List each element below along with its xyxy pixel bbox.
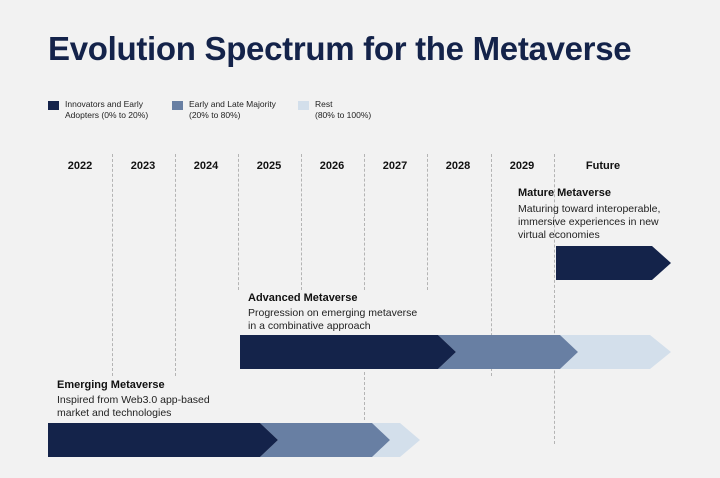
legend-item-majority: Early and Late Majority (20% to 80%): [172, 99, 276, 121]
page-title: Evolution Spectrum for the Metaverse: [48, 30, 632, 67]
phase-title-mature: Mature Metaverse: [518, 187, 611, 199]
advanced-arrow-innovators: [240, 335, 456, 369]
timeline-gridline: [301, 154, 302, 290]
emerging-arrow-rest: [372, 423, 420, 457]
timeline-gridline: [364, 372, 365, 420]
timeline-gridline: [491, 154, 492, 376]
phase-description-emerging: Inspired from Web3.0 app-based market an…: [57, 394, 210, 419]
legend-label-majority: Early and Late Majority (20% to 80%): [189, 99, 276, 120]
year-label-2023: 2023: [130, 160, 156, 172]
legend-item-rest: Rest (80% to 100%): [298, 99, 371, 121]
legend-swatch-innovators: [48, 101, 59, 110]
legend-label-rest: Rest (80% to 100%): [315, 99, 372, 120]
timeline-gridline: [427, 154, 428, 290]
advanced-arrow-majority: [438, 335, 578, 369]
year-label-future: Future: [585, 160, 621, 172]
timeline-gridline: [364, 154, 365, 290]
emerging-arrow-innovators: [48, 423, 278, 457]
advanced-arrow-rest: [560, 335, 671, 369]
year-label-2024: 2024: [193, 160, 219, 172]
legend-swatch-majority: [172, 101, 183, 110]
timeline-gridline: [238, 154, 239, 290]
timeline-gridline: [554, 154, 555, 444]
year-label-2025: 2025: [256, 160, 282, 172]
year-label-2026: 2026: [319, 160, 345, 172]
phase-description-advanced: Progression on emerging metaverse in a c…: [248, 307, 418, 332]
emerging-arrow-majority: [260, 423, 390, 457]
timeline-gridline: [175, 154, 176, 376]
year-label-2029: 2029: [509, 160, 535, 172]
legend-label-innovators: Innovators and Early Adopters (0% to 20%…: [65, 99, 149, 120]
year-label-2022: 2022: [67, 160, 93, 172]
phase-title-emerging: Emerging Metaverse: [57, 379, 165, 391]
year-label-2028: 2028: [445, 160, 471, 172]
phase-description-mature: Maturing toward interoperable, immersive…: [518, 203, 661, 241]
mature-arrow-innovators: [556, 246, 671, 280]
legend-item-innovators: Innovators and Early Adopters (0% to 20%…: [48, 99, 148, 121]
timeline-gridline: [112, 154, 113, 376]
legend-swatch-rest: [298, 101, 309, 110]
phase-title-advanced: Advanced Metaverse: [248, 292, 358, 304]
year-label-2027: 2027: [382, 160, 408, 172]
